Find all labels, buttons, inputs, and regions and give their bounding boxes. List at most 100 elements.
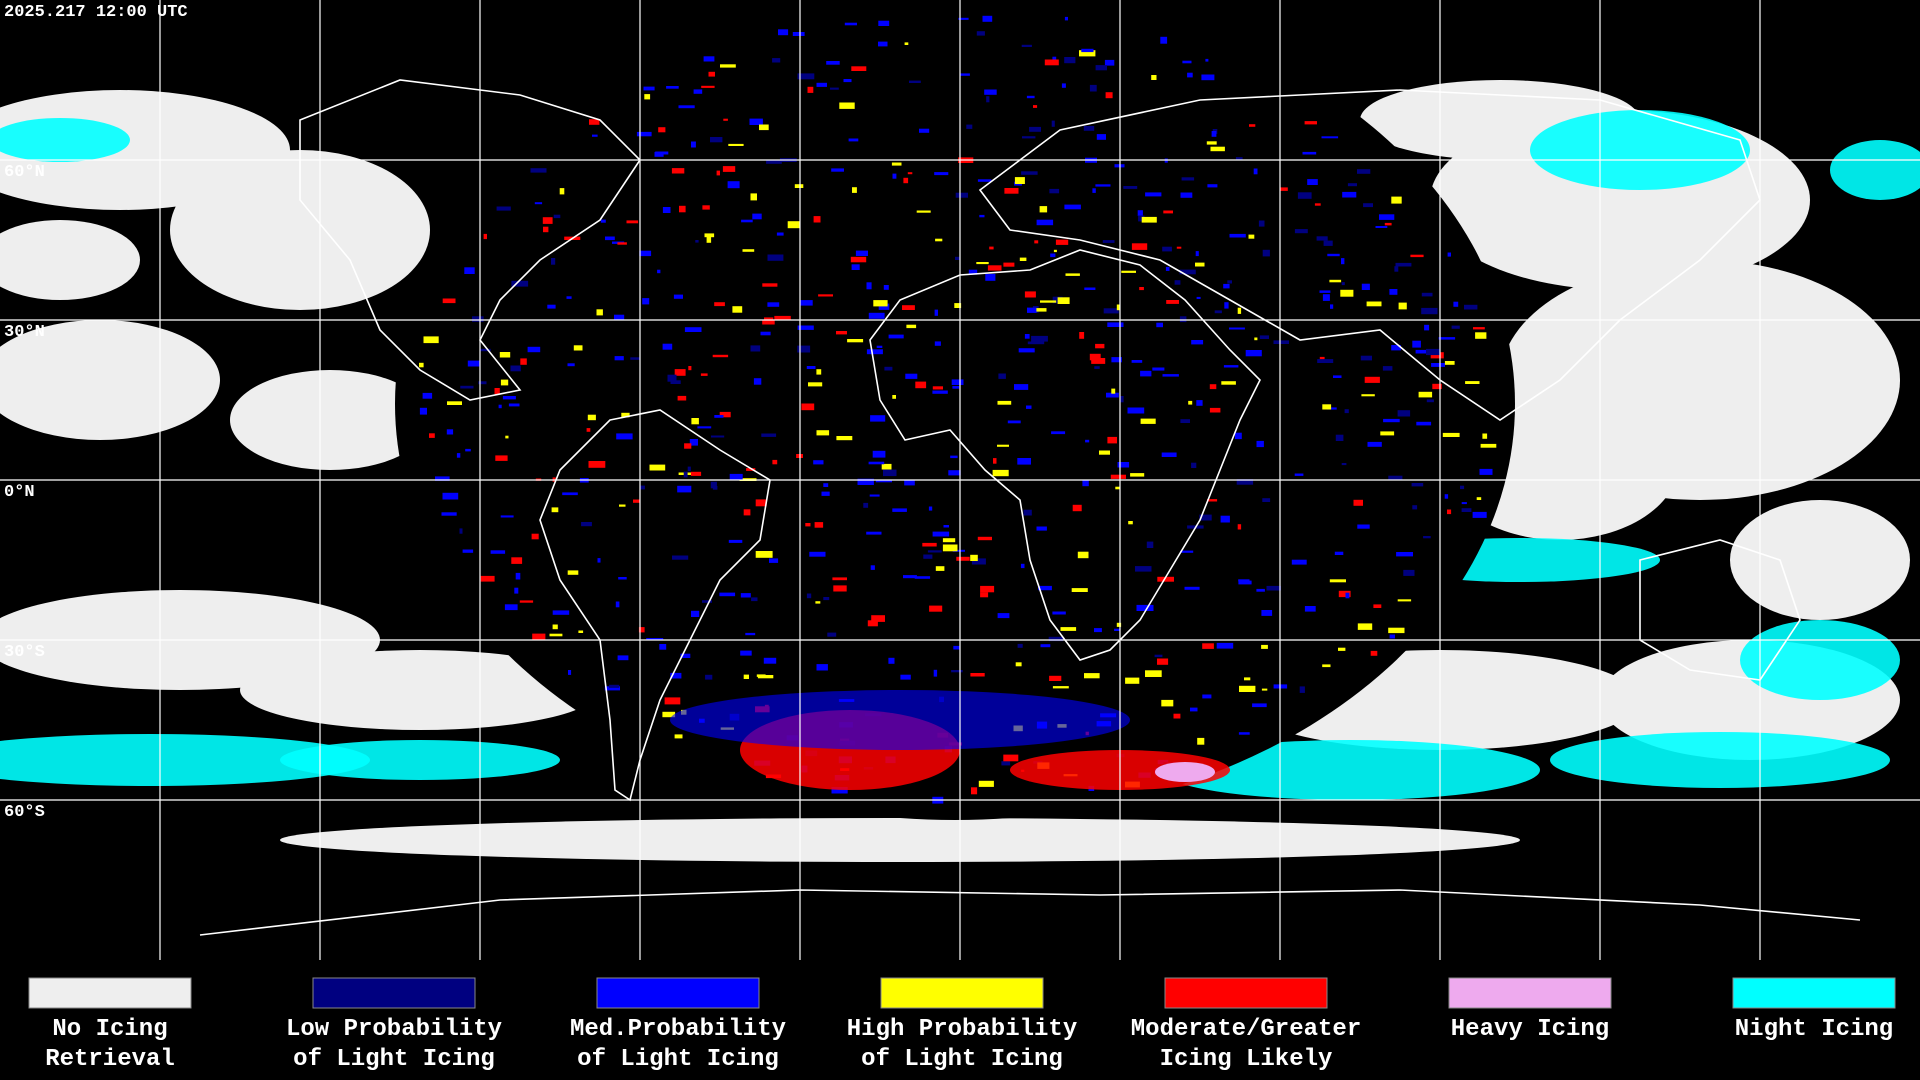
- timestamp: 2025.217 12:00 UTC: [4, 3, 188, 22]
- icing-speckle: [952, 549, 965, 552]
- icing-speckle: [935, 566, 945, 571]
- icing-speckle: [732, 306, 743, 313]
- icing-speckle: [604, 686, 620, 691]
- icing-speckle: [1166, 300, 1179, 304]
- icing-speckle: [1224, 302, 1229, 309]
- icing-speckle: [511, 557, 523, 564]
- icing-speckle: [673, 294, 683, 299]
- icing-speckle: [948, 470, 961, 476]
- icing-speckle: [1426, 399, 1434, 403]
- icing-speckle: [1220, 515, 1230, 523]
- legend-label: of Light Icing: [577, 1046, 779, 1073]
- icing-speckle: [1197, 737, 1205, 745]
- icing-speckle: [1210, 146, 1225, 152]
- icing-speckle: [1322, 404, 1332, 410]
- icing-speckle: [596, 309, 603, 316]
- icing-speckle: [1322, 294, 1330, 301]
- icing-speckle: [959, 73, 970, 76]
- icing-speckle: [805, 523, 811, 527]
- icing-speckle: [1357, 524, 1370, 529]
- icing-speckle: [1353, 499, 1363, 506]
- icing-speckle: [1052, 611, 1066, 615]
- icing-speckle: [687, 466, 691, 472]
- icing-speckle: [1082, 480, 1089, 487]
- legend-swatch: [1448, 977, 1612, 1009]
- icing-speckle: [1357, 623, 1373, 630]
- icing-speckle: [1476, 497, 1482, 500]
- icing-speckle: [646, 638, 664, 641]
- icing-speckle: [664, 697, 681, 705]
- icing-speckle: [1049, 188, 1060, 194]
- icing-speckle: [1366, 301, 1382, 307]
- icing-speckle: [1179, 316, 1187, 323]
- icing-speckle: [1415, 349, 1429, 354]
- night-icing-field: [280, 740, 560, 780]
- icing-speckle: [1115, 486, 1120, 490]
- icing-speckle: [847, 339, 864, 343]
- icing-speckle: [1024, 334, 1030, 339]
- icing-speckle: [1335, 434, 1344, 441]
- icing-speckle: [878, 20, 890, 26]
- icing-speckle: [657, 269, 661, 274]
- icing-speckle: [1479, 468, 1493, 475]
- icing-speckle: [499, 352, 511, 358]
- icing-speckle: [1176, 246, 1182, 249]
- icing-speckle: [626, 220, 639, 224]
- icing-speckle: [982, 15, 993, 22]
- icing-speckle: [531, 533, 539, 540]
- icing-speckle: [1145, 670, 1162, 677]
- icing-speckle: [883, 285, 889, 290]
- icing-speckle: [551, 258, 556, 265]
- icing-speckle: [1262, 249, 1270, 257]
- icing-speckle: [1304, 606, 1316, 612]
- icing-speckle: [922, 542, 937, 547]
- icing-speckle: [816, 82, 827, 87]
- icing-speckle: [674, 734, 683, 739]
- cloud-field: [0, 220, 140, 300]
- icing-speckle: [1361, 283, 1370, 290]
- icing-speckle: [1095, 65, 1107, 71]
- icing-speckle: [1111, 357, 1122, 363]
- icing-speckle: [818, 294, 833, 297]
- icing-speckle: [1089, 353, 1101, 361]
- icing-speckle: [1253, 168, 1258, 175]
- icing-speckle: [534, 202, 543, 205]
- icing-speckle: [1061, 83, 1066, 88]
- icing-speckle: [814, 522, 824, 528]
- icing-speckle: [826, 61, 840, 65]
- icing-speckle: [677, 485, 692, 493]
- icing-speckle: [621, 412, 630, 418]
- icing-speckle: [970, 554, 978, 561]
- icing-speckle: [429, 433, 435, 438]
- latitude-labels: 60°N 30°N 0°N 30°S 60°S: [4, 163, 45, 822]
- legend-label: Retrieval: [45, 1046, 175, 1073]
- icing-speckle: [619, 504, 626, 507]
- icing-speckle: [1373, 604, 1382, 608]
- icing-speckle: [851, 66, 867, 71]
- icing-speckle: [684, 327, 702, 332]
- icing-speckle: [752, 213, 762, 220]
- icing-speckle: [876, 345, 883, 348]
- icing-speckle: [1388, 475, 1403, 481]
- icing-speckle: [597, 558, 601, 563]
- icing-speckle: [615, 601, 620, 608]
- icing-speckle: [769, 558, 779, 563]
- icing-speckle: [954, 303, 962, 308]
- icing-speckle: [985, 273, 996, 281]
- icing-speckle: [1201, 74, 1215, 81]
- icing-speckle: [1482, 433, 1488, 439]
- icing-speckle: [728, 143, 744, 146]
- icing-speckle: [1018, 348, 1035, 353]
- night-icing-field: [0, 118, 130, 162]
- icing-speckle: [1191, 340, 1204, 345]
- icing-speckle: [510, 365, 521, 372]
- icing-speckle: [703, 56, 715, 62]
- icing-speckle: [830, 87, 839, 90]
- icing-speckle: [1029, 126, 1041, 132]
- icing-speckle: [1254, 337, 1258, 341]
- icing-speckle: [1412, 340, 1421, 348]
- icing-speckle: [755, 551, 773, 558]
- icing-speckle: [866, 282, 872, 290]
- icing-speckle: [1139, 287, 1144, 291]
- icing-speckle: [816, 369, 822, 375]
